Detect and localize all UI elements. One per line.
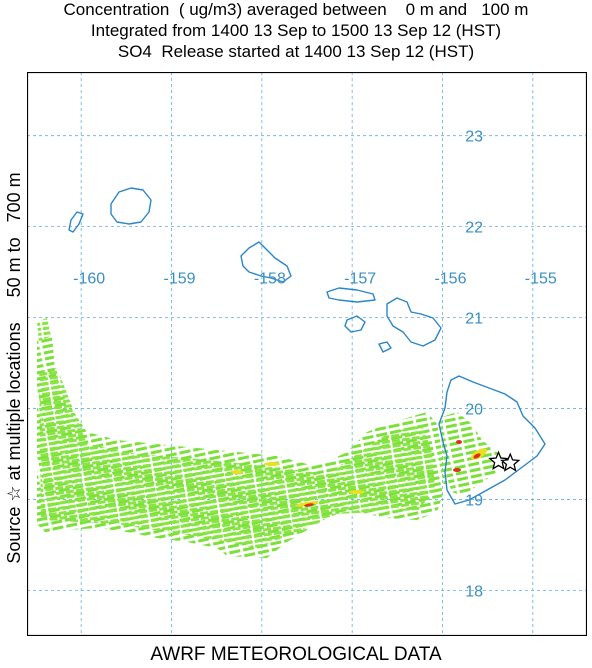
gridlines bbox=[27, 72, 587, 636]
island-niihau bbox=[68, 211, 84, 233]
longitude-label: -157 bbox=[344, 271, 376, 288]
island-molokai bbox=[326, 287, 376, 303]
meteorological-data-label: AWRF METEOROLOGICAL DATA bbox=[150, 644, 442, 665]
source-star-icon bbox=[488, 450, 509, 470]
plume-hotspots bbox=[231, 440, 488, 507]
longitude-label: -155 bbox=[525, 271, 557, 288]
concentration-map: -160 -159 -158 -157 -156 -155 23 22 21 20 19 18 bbox=[27, 72, 587, 636]
hotspot bbox=[304, 503, 314, 507]
longitude-label: -158 bbox=[254, 271, 286, 288]
title-line-1: Concentration ( ug/m3) averaged between … bbox=[63, 0, 529, 19]
latitude-label: 19 bbox=[465, 493, 483, 510]
latitude-label: 23 bbox=[465, 129, 483, 146]
source-height-label: Source ☆ at multiple locations 50 m to 7… bbox=[4, 172, 24, 564]
longitude-label: -160 bbox=[73, 271, 105, 288]
plume-east-region bbox=[439, 412, 505, 496]
latitude-label: 18 bbox=[465, 584, 483, 601]
plume-west-fill bbox=[39, 368, 435, 548]
plume-upper-scatter bbox=[37, 318, 51, 342]
island-lanai bbox=[344, 315, 366, 333]
hotspot bbox=[231, 470, 243, 474]
title-line-3: SO4 Release started at 1400 13 Sep 12 (H… bbox=[117, 42, 475, 61]
hotspot bbox=[473, 453, 481, 459]
source-markers bbox=[488, 450, 521, 472]
hotspot bbox=[349, 490, 365, 494]
longitude-label: -159 bbox=[164, 271, 196, 288]
map-content: -160 -159 -158 -157 -156 -155 23 22 21 20 19 18 bbox=[27, 72, 587, 636]
source-star-icon bbox=[500, 452, 521, 472]
latitude-label: 22 bbox=[465, 220, 483, 237]
concentration-plume bbox=[37, 318, 505, 558]
hotspot bbox=[456, 440, 462, 444]
latitude-labels: 23 22 21 20 19 18 bbox=[465, 129, 483, 601]
longitude-label: -156 bbox=[434, 271, 466, 288]
island-kahoolawe bbox=[378, 341, 392, 353]
coastlines bbox=[68, 187, 546, 505]
hotspot bbox=[264, 462, 280, 466]
island-kauai bbox=[110, 187, 152, 225]
island-maui bbox=[386, 297, 442, 347]
map-frame bbox=[27, 72, 587, 636]
island-oahu bbox=[240, 241, 292, 283]
longitude-labels: -160 -159 -158 -157 -156 -155 bbox=[73, 271, 557, 288]
title-line-2: Integrated from 1400 13 Sep to 1500 13 S… bbox=[90, 21, 502, 40]
island-hawaii bbox=[438, 375, 546, 505]
latitude-label: 20 bbox=[465, 402, 483, 419]
hotspot bbox=[453, 468, 461, 472]
latitude-label: 21 bbox=[465, 311, 483, 328]
